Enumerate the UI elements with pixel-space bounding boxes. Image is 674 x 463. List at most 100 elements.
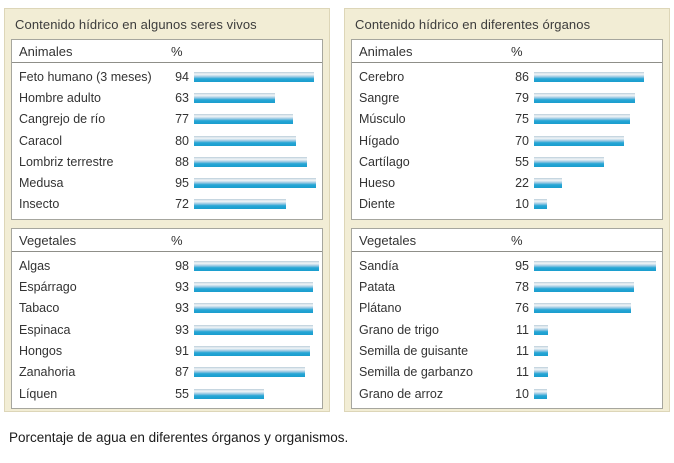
table-row: Tabaco 93 [12,298,322,319]
data-table: Vegetales % Sandía 95 Patata 78 Plátano … [351,228,663,410]
table-row: Caracol 80 [12,130,322,151]
row-value: 88 [175,154,189,169]
water-content-bar [194,178,316,189]
bar-track [534,199,662,210]
row-value: 10 [515,197,529,212]
water-content-bar [194,303,314,314]
water-content-figure: Contenido hídrico en algunos seres vivos… [4,8,674,445]
water-content-bar [534,178,563,189]
row-value: 78 [515,280,529,295]
panel-title: Contenido hídrico en algunos seres vivos [15,17,257,32]
table-header-unit: % [511,233,523,249]
bar-track [534,367,662,378]
table-row: Plátano 76 [352,298,662,319]
table-row: Músculo 75 [352,109,662,130]
table-row: Diente 10 [352,194,662,215]
row-label: Insecto [19,197,60,212]
water-content-bar [534,92,636,103]
table-row: Feto humano (3 meses) 94 [12,66,322,87]
row-value: 93 [175,322,189,337]
table-row: Hombre adulto 63 [12,87,322,108]
row-value: 63 [175,90,189,105]
row-value: 11 [516,343,529,358]
row-value: 95 [175,176,189,191]
row-label: Feto humano (3 meses) [19,69,152,84]
water-content-bar [534,303,632,314]
row-label: Hombre adulto [19,90,101,105]
bar-track [194,156,322,167]
row-label: Patata [359,280,396,295]
row-value: 10 [515,386,529,401]
row-value: 70 [515,133,529,148]
table-header-category: Vegetales [19,233,77,249]
water-content-bar [534,135,624,146]
bar-track [194,92,322,103]
water-content-bar [534,71,645,82]
row-label: Medusa [19,176,64,191]
water-content-bar [194,114,293,125]
row-label: Sandía [359,258,399,273]
table-row: Sangre 79 [352,87,662,108]
water-content-bar [534,199,547,210]
water-content-bar [194,199,287,210]
bar-track [194,367,322,378]
row-value: 94 [175,69,189,84]
table-header: Animales % [12,40,322,63]
row-value: 86 [515,69,529,84]
row-label: Sangre [359,90,400,105]
water-content-bar [534,114,630,125]
row-value: 22 [515,176,529,191]
water-content-bar [194,135,297,146]
table-row: Insecto 72 [12,194,322,215]
row-label: Plátano [359,301,402,316]
panels-container: Contenido hídrico en algunos seres vivos… [4,8,674,412]
data-table: Animales % Feto humano (3 meses) 94 Homb… [11,39,323,221]
water-content-bar [534,367,549,378]
table-header-category: Animales [19,44,73,59]
water-content-bar [534,388,547,399]
table-row: Medusa 95 [12,172,322,193]
row-label: Cartílago [359,154,410,169]
water-content-bar [534,324,549,335]
water-content-bar [534,260,656,271]
bar-track [194,114,322,125]
table-header-category: Animales [359,44,413,59]
row-value: 93 [175,280,189,295]
water-content-bar [534,345,549,356]
table-header: Vegetales % [352,229,662,253]
bar-track [194,71,322,82]
data-table: Animales % Cerebro 86 Sangre 79 Músculo … [351,39,663,221]
table-header-unit: % [171,44,183,59]
row-label: Caracol [19,133,63,148]
row-value: 77 [175,112,189,127]
row-value: 87 [175,365,189,380]
bar-track [194,324,322,335]
row-value: 98 [175,258,189,273]
row-label: Músculo [359,112,406,127]
panel-tables: Animales % Feto humano (3 meses) 94 Homb… [11,39,323,410]
row-label: Cangrejo de río [19,112,106,127]
water-content-bar [194,388,265,399]
row-label: Algas [19,258,51,273]
panel: Contenido hídrico en diferentes órganos … [344,8,670,412]
row-label: Espinaca [19,322,71,337]
row-value: 72 [175,197,189,212]
row-label: Líquen [19,386,58,401]
row-value: 76 [515,301,529,316]
bar-track [534,324,662,335]
bar-track [534,388,662,399]
water-content-bar [194,282,314,293]
table-row: Espárrago 93 [12,276,322,297]
row-label: Hongos [19,343,63,358]
row-value: 11 [516,322,529,337]
row-label: Cerebro [359,69,405,84]
table-header-unit: % [511,44,523,59]
row-label: Espárrago [19,280,77,295]
row-value: 95 [515,258,529,273]
bar-track [534,135,662,146]
table-row: Cartílago 55 [352,151,662,172]
bar-track [194,345,322,356]
table-header-category: Vegetales [359,233,417,249]
water-content-bar [194,324,314,335]
bar-track [534,71,662,82]
